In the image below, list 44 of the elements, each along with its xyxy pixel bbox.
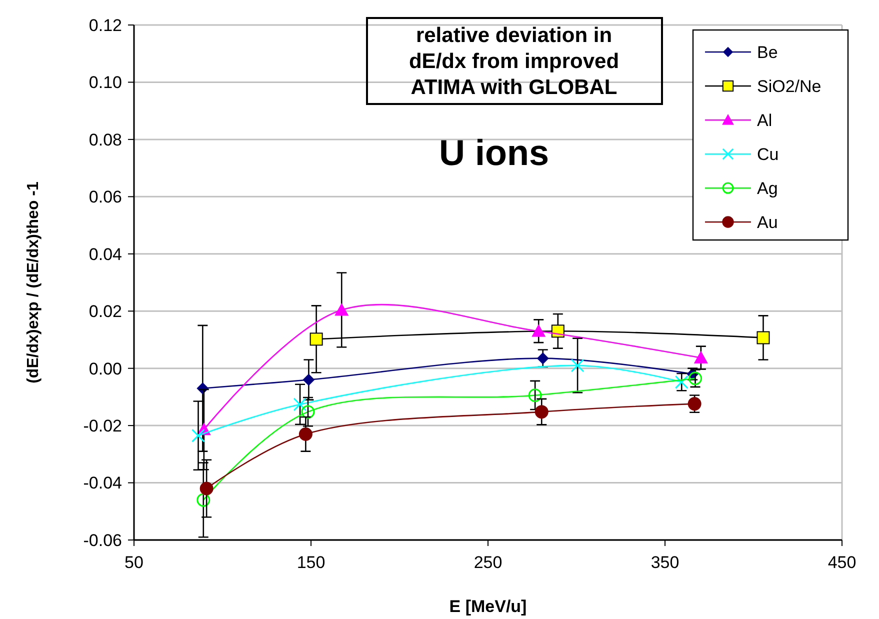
legend-label: Au [757,212,778,232]
point [532,324,546,337]
y-tick-label: 0.06 [88,188,122,207]
legend-label: Be [757,42,778,62]
point [536,352,549,364]
point [293,398,307,412]
point [310,332,323,346]
point [756,331,770,344]
x-axis-title: E [MeV/u] [449,597,527,616]
point [528,388,542,402]
point [298,427,312,441]
point [200,482,214,496]
point [302,374,315,386]
x-tick-label: 250 [474,553,502,572]
y-tick-label: 0.00 [88,359,122,378]
point [534,405,548,419]
text: relative deviation in dE/dx from improved ATIMA with GLOBAL [408,24,620,99]
y-tick-label: 0.04 [88,244,122,264]
text: U ions [438,132,550,173]
y-tick-label: -0.04 [83,474,122,493]
y-tick-label: -0.06 [83,530,122,550]
y-tick-label: 0.08 [88,130,122,150]
point [192,428,205,442]
y-tick-label: -0.02 [83,416,122,436]
legend-label: SiO2/Ne [757,76,822,96]
y-axis-title: (dE/dx)exp / (dE/dx)theo -1 [25,182,42,384]
point [570,358,584,372]
x-tick-label: 50 [124,553,144,572]
y-tick-label: 0.10 [88,73,122,92]
point [694,350,708,364]
point [301,405,315,419]
legend-label: Al [757,110,772,130]
point [674,375,688,389]
point [334,302,349,316]
y-tick-label: 0.12 [88,16,122,35]
legend-label: Ag [757,178,778,198]
x-tick-label: 350 [650,553,680,572]
point [688,397,702,411]
x-tick-label: 450 [828,553,856,572]
legend-label: Cu [757,144,779,164]
point [688,372,702,386]
x-tick-label: 150 [296,553,326,572]
point [196,493,210,507]
y-tick-label: 0.02 [88,302,122,322]
